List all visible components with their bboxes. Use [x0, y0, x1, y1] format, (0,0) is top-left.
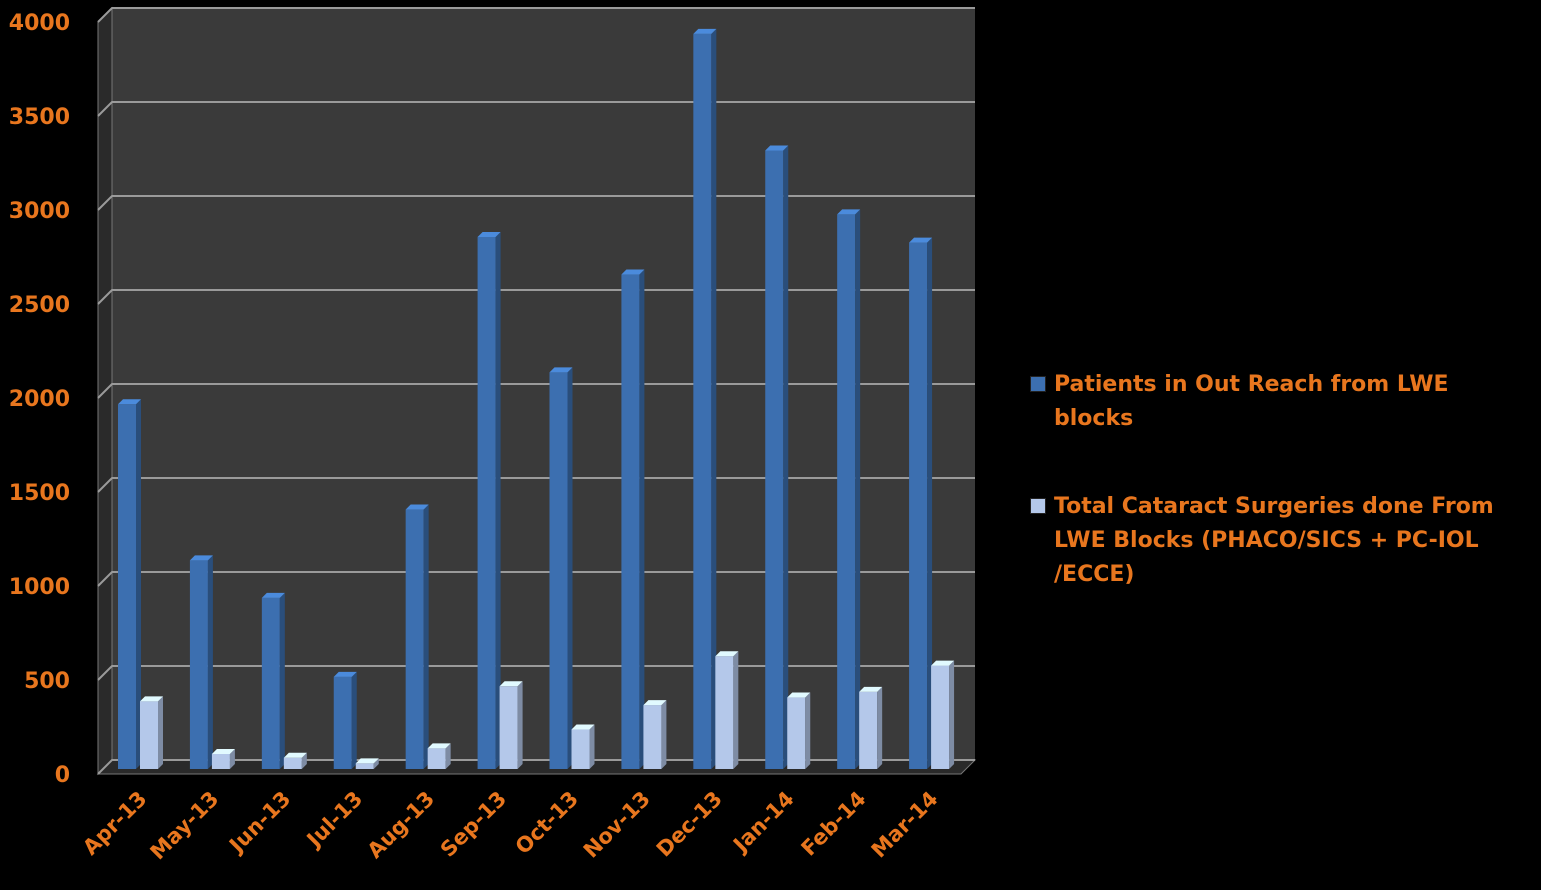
bar-surgeries — [140, 696, 163, 769]
gridline — [97, 665, 975, 681]
bar-outreach — [189, 555, 213, 769]
y-tick-label: 0 — [55, 763, 70, 788]
gridline — [97, 7, 975, 23]
bar-surgeries — [643, 700, 667, 769]
gridline — [97, 477, 975, 493]
bar-outreach — [621, 269, 645, 769]
bar-outreach — [549, 367, 573, 769]
x-tick-label: Nov-13 — [579, 787, 655, 863]
x-tick-label: May-13 — [146, 787, 224, 865]
gridline — [97, 759, 975, 775]
legend-label-surgeries: Total Cataract Surgeries done From LWE B… — [1054, 494, 1494, 587]
x-tick-label: Mar-14 — [867, 787, 943, 863]
bars — [118, 28, 955, 770]
bar-surgeries — [283, 752, 307, 769]
bar-surgeries — [859, 686, 883, 769]
y-tick-label: 3000 — [9, 199, 70, 224]
bar-surgeries — [715, 651, 739, 769]
y-tick-label: 2000 — [9, 387, 70, 412]
bar-outreach — [405, 504, 429, 769]
legend-item-surgeries: Total Cataract Surgeries done From LWE B… — [1030, 490, 1535, 592]
gridline — [97, 383, 975, 399]
x-tick-label: Jan-14 — [727, 787, 798, 858]
bar-surgeries — [571, 724, 595, 769]
y-tick-label: 1500 — [9, 481, 70, 506]
bar-surgeries — [211, 748, 235, 769]
y-tick-label: 500 — [24, 669, 70, 694]
bar-outreach — [837, 209, 861, 769]
x-tick-label: Oct-13 — [511, 787, 583, 859]
x-tick-label: Dec-13 — [652, 787, 727, 862]
y-tick-label: 4000 — [9, 11, 70, 36]
bar-outreach — [909, 237, 933, 770]
bar-surgeries — [787, 692, 811, 769]
legend-swatch-surgeries — [1030, 498, 1046, 514]
legend-swatch-outreach — [1030, 376, 1046, 392]
legend-label-outreach: Patients in Out Reach from LWE blocks — [1054, 372, 1449, 431]
bar-outreach — [765, 145, 789, 770]
x-tick-label: Sep-13 — [436, 787, 511, 862]
gridline — [97, 571, 975, 587]
legend-item-outreach: Patients in Out Reach from LWE blocks — [1030, 368, 1535, 436]
bar-surgeries — [931, 660, 955, 769]
x-tick-label: Aug-13 — [363, 787, 440, 864]
y-tick-label: 3500 — [9, 105, 70, 130]
legend: Patients in Out Reach from LWE blocks To… — [1030, 368, 1535, 646]
bar-surgeries — [427, 743, 451, 769]
bar-outreach — [261, 592, 285, 769]
y-axis-ticks: 0 500 1000 1500 2000 2500 3000 3500 4000 — [9, 11, 70, 788]
y-tick-label: 1000 — [9, 575, 70, 600]
x-tick-label: Feb-14 — [797, 787, 871, 861]
bar-outreach — [693, 28, 717, 770]
y-tick-label: 2500 — [9, 293, 70, 318]
bar-surgeries — [355, 758, 379, 769]
gridline — [97, 195, 975, 211]
bar-outreach — [118, 399, 141, 769]
bar-surgeries — [499, 681, 523, 769]
bar-outreach — [333, 671, 357, 769]
x-tick-label: Jun-13 — [223, 787, 295, 859]
x-tick-label: Jul-13 — [301, 787, 367, 853]
gridline — [97, 101, 975, 117]
gridlines — [97, 7, 975, 775]
gridline — [97, 289, 975, 305]
x-tick-label: Apr-13 — [78, 787, 151, 860]
bar-outreach — [477, 231, 501, 769]
